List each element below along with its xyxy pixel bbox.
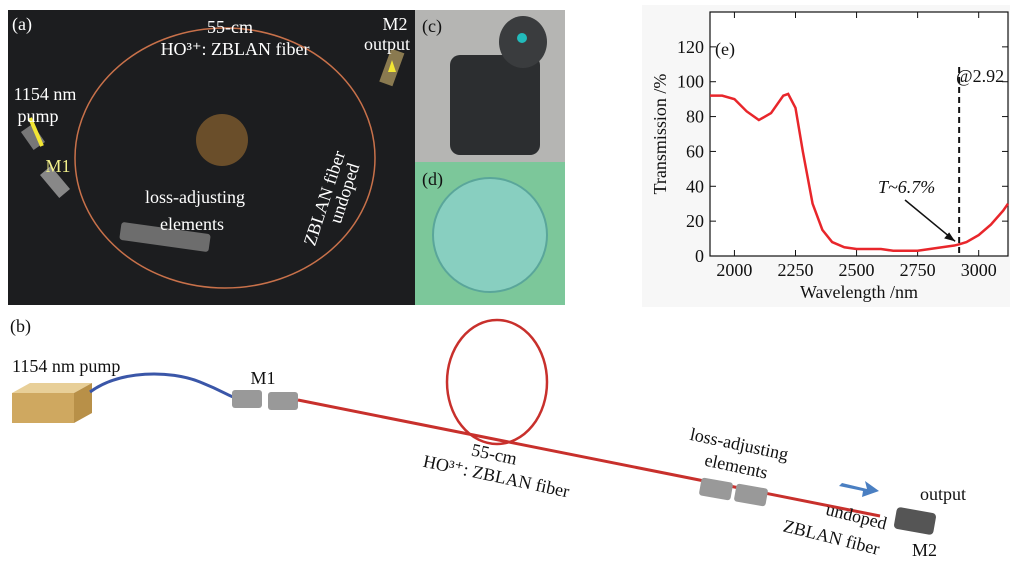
figure: (a) 55-cm HO³⁺: ZBLAN fiber M2 output 11…: [0, 0, 1010, 565]
x-tick-label: 2500: [839, 260, 875, 280]
annotation: M1: [45, 156, 70, 176]
annotation: 1154 nm pump: [12, 356, 120, 376]
annotation: output: [364, 34, 410, 54]
annotation: loss-adjusting: [145, 187, 245, 207]
x-tick-label: 2250: [777, 260, 813, 280]
y-tick-label: 40: [686, 176, 704, 196]
y-tick-label: 120: [677, 37, 704, 57]
annotation: M2: [382, 14, 407, 34]
y-tick-label: 100: [677, 72, 704, 92]
annotation: elements: [160, 214, 224, 234]
panel-label: (b): [10, 316, 31, 337]
y-tick-label: 80: [686, 107, 704, 127]
panel-label: (d): [422, 169, 443, 190]
y-axis-label: Transmission /%: [650, 74, 670, 195]
y-tick-label: 0: [695, 246, 704, 266]
annotation: HO³⁺: ZBLAN fiber: [161, 39, 310, 59]
annotation: M2: [912, 540, 937, 560]
y-tick-label: 60: [686, 141, 704, 161]
annotation: M1: [250, 368, 275, 388]
x-tick-label: 2000: [716, 260, 752, 280]
panel-label: (e): [715, 39, 735, 60]
annotation: T~6.7%: [878, 177, 935, 197]
y-tick-label: 20: [686, 211, 704, 231]
annotation: pump: [17, 106, 58, 126]
x-tick-label: 2750: [900, 260, 936, 280]
annotation: output: [920, 484, 966, 504]
plot-area: [710, 12, 1008, 256]
x-axis-label: Wavelength /nm: [800, 282, 918, 302]
annotation: @2.92 μm: [956, 66, 1010, 86]
annotation: 1154 nm: [14, 84, 77, 104]
annotation: 55-cm: [207, 17, 253, 37]
schematic-b: [12, 320, 937, 535]
x-tick-label: 3000: [961, 260, 997, 280]
panel-label: (c): [422, 16, 442, 37]
panel-label: (a): [12, 14, 32, 35]
